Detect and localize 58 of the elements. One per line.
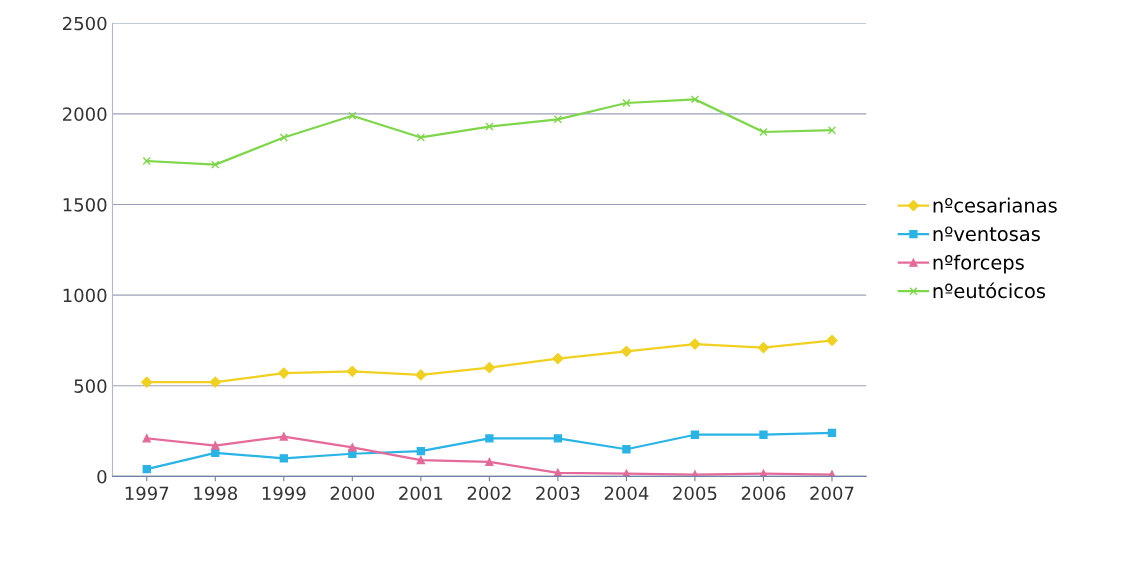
- point: [209, 376, 221, 388]
- y-tick-label: 2500: [63, 16, 107, 31]
- y-tick-label: 500: [74, 379, 107, 393]
- point: [279, 133, 288, 142]
- point: [759, 127, 768, 137]
- x-tick-label: 2003: [536, 486, 580, 501]
- point: [553, 434, 563, 443]
- point: [827, 428, 837, 438]
- point: [416, 133, 426, 142]
- point: [485, 434, 494, 443]
- point: [279, 454, 288, 463]
- y-tick-label: 1500: [63, 197, 107, 212]
- point: [483, 362, 495, 374]
- point: [622, 98, 631, 108]
- x-tick-label: 2005: [673, 486, 717, 501]
- point: [142, 465, 151, 474]
- point: [485, 122, 494, 131]
- point: [348, 443, 357, 452]
- x-tick-label: 1999: [262, 486, 306, 501]
- point: [826, 334, 838, 347]
- point: [690, 430, 700, 439]
- x-tick-label: 2002: [467, 486, 511, 501]
- point: [552, 352, 564, 365]
- y-tick-label: 2000: [63, 107, 107, 121]
- legend-label: nºeutócicos: [933, 282, 1046, 299]
- legend-label: nºcesarianas: [933, 197, 1057, 213]
- x-tick-label: 2000: [330, 486, 375, 501]
- point: [278, 367, 290, 379]
- x-tick-label: 2006: [741, 486, 786, 501]
- point: [346, 365, 358, 377]
- legend-label: nºventosas: [933, 226, 1040, 242]
- point: [279, 432, 288, 441]
- point: [827, 126, 837, 135]
- point: [211, 160, 220, 169]
- x-tick-label: 1998: [194, 486, 238, 501]
- y-tick-label: 0: [97, 469, 107, 484]
- point: [141, 376, 153, 388]
- legend-label: nºforceps: [933, 254, 1024, 274]
- point: [211, 441, 220, 450]
- point: [690, 95, 700, 104]
- point: [348, 111, 357, 120]
- x-tick-label: 2004: [604, 486, 649, 501]
- point: [759, 430, 768, 439]
- x-tick-label: 2007: [810, 486, 854, 501]
- point: [620, 345, 633, 357]
- point: [142, 156, 151, 166]
- point: [142, 434, 151, 443]
- point: [485, 457, 494, 467]
- y-tick-label: 1000: [63, 288, 107, 303]
- x-tick-label: 2001: [399, 486, 443, 501]
- point: [689, 338, 701, 350]
- point: [757, 342, 770, 354]
- point: [416, 455, 426, 465]
- point: [416, 446, 426, 456]
- point: [415, 369, 427, 381]
- x-tick-label: 1997: [125, 486, 169, 501]
- point: [622, 445, 631, 454]
- point: [553, 115, 563, 124]
